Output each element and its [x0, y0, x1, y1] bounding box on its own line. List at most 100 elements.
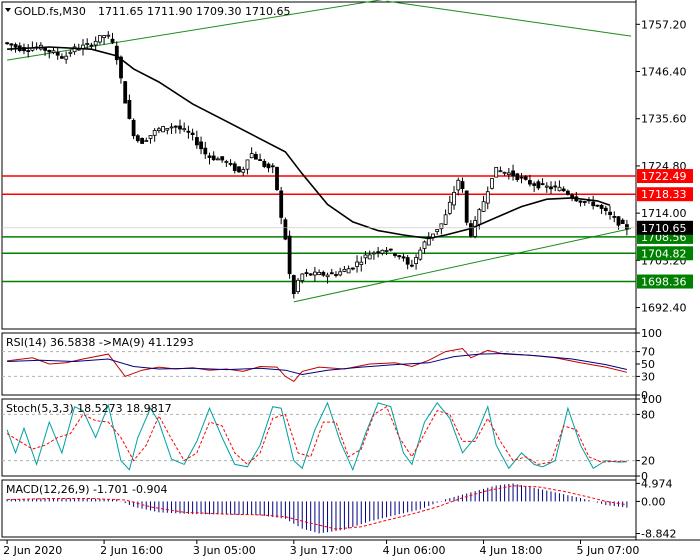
symbol-header: GOLD.fs,M30	[14, 5, 86, 18]
candle-body	[275, 166, 279, 191]
rsi-tick-label: 70	[641, 346, 655, 359]
candle-body	[561, 188, 566, 192]
candle-body	[549, 186, 553, 190]
rsi-line	[7, 347, 628, 383]
time-tick-label: 2 Jun 2020	[3, 544, 62, 557]
candle-body	[199, 141, 204, 150]
stoch-tick-label: 80	[641, 408, 655, 421]
candle-body	[114, 45, 119, 61]
candle-body	[152, 130, 157, 136]
macd-tick-label: 0.00	[641, 495, 666, 508]
current-price-label-bg	[637, 220, 693, 235]
ohlc-header: 1711.65 1711.90 1709.30 1710.65	[98, 5, 290, 18]
candle-body	[287, 235, 292, 275]
candle-body	[553, 185, 558, 188]
time-tick-label: 5 Jun 07:00	[577, 544, 640, 557]
candle-body	[140, 137, 145, 144]
candle-body	[127, 100, 132, 119]
candle-body	[93, 40, 98, 46]
candle-body	[578, 200, 583, 203]
candle-body	[477, 209, 482, 225]
candle-body	[110, 38, 115, 43]
candle-body	[68, 51, 73, 54]
candle-body	[135, 135, 140, 142]
candle-body	[207, 155, 212, 158]
candle-body	[211, 155, 216, 161]
macd-signal-line	[7, 485, 627, 530]
candle-body	[363, 254, 368, 259]
candle-body	[55, 51, 60, 56]
candle-body	[321, 271, 326, 276]
candle-body	[452, 191, 457, 206]
candle-body	[203, 147, 208, 155]
candle-body	[169, 126, 174, 129]
candle-body	[485, 191, 490, 204]
candle-body	[85, 43, 90, 45]
candle-body	[498, 170, 503, 173]
candle-body	[26, 50, 31, 52]
candle-body	[89, 44, 94, 47]
candle-body	[397, 255, 402, 258]
candle-body	[595, 204, 600, 207]
candle-body	[515, 173, 520, 181]
candle-body	[620, 219, 625, 224]
candle-body	[490, 178, 494, 189]
candle-body	[439, 223, 444, 230]
candle-body	[523, 176, 528, 180]
candle-body	[591, 201, 596, 207]
resistance-level-label: 1722.49	[641, 170, 687, 183]
candle-body	[224, 161, 229, 163]
candle-body	[460, 181, 465, 189]
support-level-label: 1704.82	[641, 247, 687, 260]
candle-body	[182, 128, 187, 131]
candle-body	[371, 252, 376, 255]
candle-body	[173, 125, 178, 128]
trend-line	[293, 227, 632, 303]
candle-body	[178, 125, 182, 130]
candle-body	[60, 56, 64, 59]
candle-body	[156, 128, 161, 132]
rsi-tick-label: 50	[641, 358, 655, 371]
candle-body	[384, 250, 389, 252]
time-tick-label: 3 Jun 05:00	[193, 544, 256, 557]
candle-body	[98, 35, 102, 43]
candle-body	[409, 264, 414, 267]
candle-body	[329, 272, 334, 275]
candle-body	[502, 171, 507, 174]
candle-body	[338, 271, 343, 276]
candle-body	[72, 46, 77, 53]
candle-body	[566, 190, 570, 195]
candle-body	[367, 254, 372, 260]
candle-body	[296, 279, 301, 292]
candle-body	[249, 153, 254, 159]
support-level-label-bg	[637, 246, 693, 261]
candle-body	[51, 50, 56, 53]
candle-body	[283, 219, 288, 240]
candle-body	[388, 248, 393, 251]
candle-body	[266, 163, 271, 169]
candle-body	[325, 274, 330, 278]
candle-body	[190, 132, 195, 136]
candle-body	[131, 119, 136, 137]
candle-body	[418, 249, 423, 260]
candle-body	[443, 214, 448, 225]
candle-body	[557, 186, 562, 192]
candle-body	[5, 42, 9, 45]
candle-body	[312, 271, 317, 276]
time-tick-label: 3 Jun 17:00	[290, 544, 353, 557]
resistance-level-label-bg	[637, 169, 693, 184]
candle-body	[612, 215, 617, 218]
candle-body	[393, 253, 397, 256]
candle-body	[544, 185, 549, 188]
price-tick-label: 1714.00	[641, 207, 687, 220]
stoch-tick-label: 100	[641, 393, 662, 406]
candle-body	[625, 224, 629, 230]
candle-body	[270, 165, 275, 168]
candle-body	[106, 34, 111, 37]
candle-body	[380, 249, 385, 254]
stoch-main-line	[6, 401, 627, 472]
moving-average-line	[7, 46, 611, 240]
rsi-tick-label: 0	[641, 389, 648, 402]
candle-body	[228, 162, 233, 165]
